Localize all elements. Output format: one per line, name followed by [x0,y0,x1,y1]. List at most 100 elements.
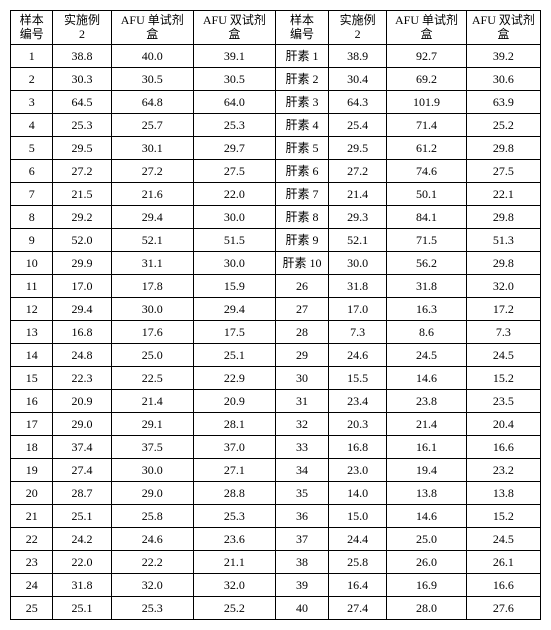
cell: 肝素 1 [275,44,328,67]
cell: 25.2 [466,113,540,136]
cell: 30.5 [111,67,193,90]
cell: 19 [11,458,53,481]
cell: 31.8 [53,573,111,596]
cell: 15.9 [193,274,275,297]
table-row: 2125.125.825.33615.014.615.2 [11,504,541,527]
cell: 2 [11,67,53,90]
cell: 29.5 [328,136,386,159]
cell: 64.3 [328,90,386,113]
cell: 29.0 [111,481,193,504]
table-row: 425.325.725.3肝素 425.471.425.2 [11,113,541,136]
cell: 52.0 [53,228,111,251]
cell: 22.0 [193,182,275,205]
cell: 29.9 [53,251,111,274]
cell: 35 [275,481,328,504]
cell: 25.4 [328,113,386,136]
cell: 13.8 [466,481,540,504]
data-table: 样本编号 实施例2 AFU 单试剂盒 AFU 双试剂盒 样本编号 实施例2 AF… [10,10,541,620]
cell: 16.4 [328,573,386,596]
cell: 20.4 [466,412,540,435]
cell: 25.3 [193,504,275,527]
cell: 61.2 [387,136,467,159]
cell: 30.0 [111,297,193,320]
cell: 肝素 8 [275,205,328,228]
cell: 30.0 [193,251,275,274]
cell: 50.1 [387,182,467,205]
cell: 24.5 [466,527,540,550]
cell: 31.1 [111,251,193,274]
cell: 32.0 [111,573,193,596]
cell: 92.7 [387,44,467,67]
cell: 30.0 [111,458,193,481]
table-row: 952.052.151.5肝素 952.171.551.3 [11,228,541,251]
cell: 21.6 [111,182,193,205]
cell: 27.2 [111,159,193,182]
cell: 25.1 [193,343,275,366]
cell: 56.2 [387,251,467,274]
cell: 51.3 [466,228,540,251]
cell: 23.0 [328,458,386,481]
cell: 17.8 [111,274,193,297]
cell: 25.0 [387,527,467,550]
cell: 52.1 [111,228,193,251]
cell: 31.8 [387,274,467,297]
cell: 29.8 [466,136,540,159]
cell: 28.0 [387,596,467,619]
cell: 14.6 [387,366,467,389]
cell: 20 [11,481,53,504]
cell: 肝素 4 [275,113,328,136]
cell: 肝素 7 [275,182,328,205]
table-row: 230.330.530.5肝素 230.469.230.6 [11,67,541,90]
cell: 16 [11,389,53,412]
cell: 16.6 [466,573,540,596]
table-row: 1837.437.537.03316.816.116.6 [11,435,541,458]
cell: 30.6 [466,67,540,90]
cell: 27.5 [466,159,540,182]
cell: 24.6 [111,527,193,550]
cell: 39.2 [466,44,540,67]
cell: 30.1 [111,136,193,159]
cell: 24.5 [466,343,540,366]
table-row: 364.564.864.0肝素 364.3101.963.9 [11,90,541,113]
cell: 25.2 [193,596,275,619]
cell: 27.5 [193,159,275,182]
cell: 4 [11,113,53,136]
table-row: 1522.322.522.93015.514.615.2 [11,366,541,389]
table-row: 1029.931.130.0肝素 1030.056.229.8 [11,251,541,274]
cell: 39 [275,573,328,596]
cell: 30.0 [193,205,275,228]
cell: 肝素 9 [275,228,328,251]
cell: 29.4 [193,297,275,320]
cell: 29.3 [328,205,386,228]
cell: 15.0 [328,504,386,527]
cell: 40 [275,596,328,619]
cell: 24.4 [328,527,386,550]
cell: 12 [11,297,53,320]
cell: 14.6 [387,504,467,527]
cell: 3 [11,90,53,113]
col-afu-single-left: AFU 单试剂盒 [111,11,193,45]
cell: 25.0 [111,343,193,366]
cell: 25.7 [111,113,193,136]
cell: 34 [275,458,328,481]
cell: 64.0 [193,90,275,113]
cell: 29.1 [111,412,193,435]
cell: 31.8 [328,274,386,297]
cell: 22 [11,527,53,550]
cell: 40.0 [111,44,193,67]
cell: 15 [11,366,53,389]
table-row: 1927.430.027.13423.019.423.2 [11,458,541,481]
table-row: 138.840.039.1肝素 138.992.739.2 [11,44,541,67]
cell: 21.4 [111,389,193,412]
cell: 7.3 [328,320,386,343]
cell: 24.5 [387,343,467,366]
cell: 63.9 [466,90,540,113]
cell: 8.6 [387,320,467,343]
cell: 27.4 [328,596,386,619]
cell: 30.5 [193,67,275,90]
cell: 23.6 [193,527,275,550]
cell: 13 [11,320,53,343]
cell: 37 [275,527,328,550]
table-row: 627.227.227.5肝素 627.274.627.5 [11,159,541,182]
cell: 30 [275,366,328,389]
